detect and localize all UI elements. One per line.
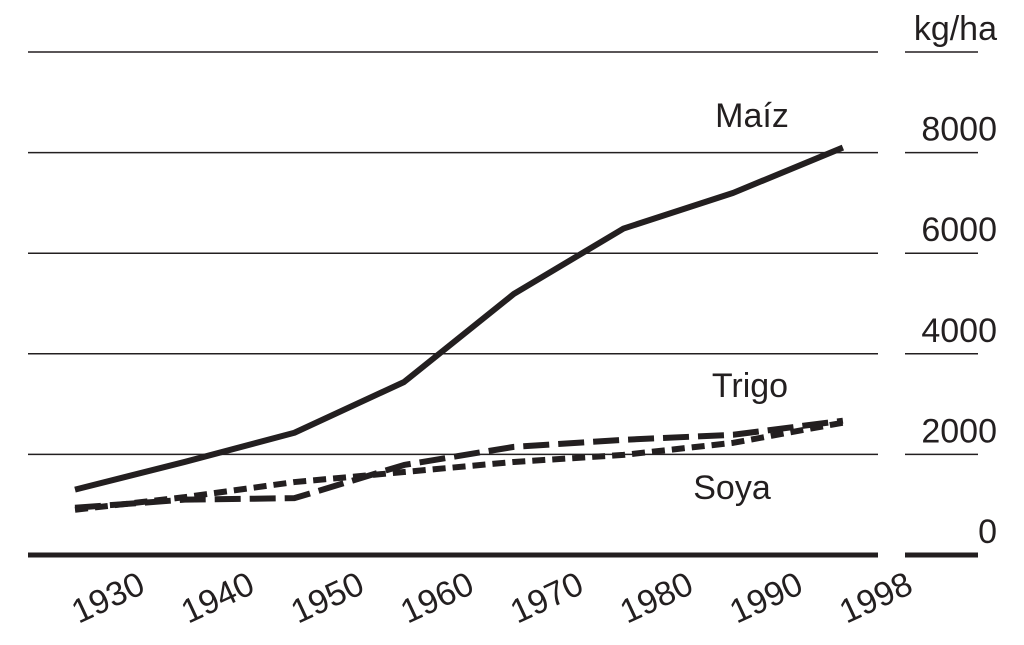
x-tick-label: 1980 bbox=[614, 565, 699, 631]
series-label: Maíz bbox=[715, 97, 789, 135]
x-tick-label: 1930 bbox=[66, 565, 151, 631]
series-label: Soya bbox=[693, 469, 771, 507]
y-tick-label: 4000 bbox=[921, 312, 997, 350]
x-tick-label: 1990 bbox=[724, 565, 809, 631]
x-tick-label: 1950 bbox=[285, 565, 370, 631]
x-tick-label: 1940 bbox=[175, 565, 260, 631]
y-tick-label: 8000 bbox=[921, 111, 997, 149]
y-tick-label: 6000 bbox=[921, 211, 997, 249]
line bbox=[74, 419, 844, 513]
y-tick-label: 0 bbox=[978, 513, 997, 551]
series-label: Trigo bbox=[712, 367, 788, 405]
x-tick-label: 1960 bbox=[395, 565, 480, 631]
x-tick-label: 1970 bbox=[505, 565, 590, 631]
line bbox=[74, 417, 844, 511]
x-tick-label: 1998 bbox=[834, 565, 919, 631]
y-tick-label: 2000 bbox=[921, 412, 997, 450]
y-axis-label: kg/ha bbox=[914, 10, 997, 48]
line bbox=[74, 144, 845, 493]
